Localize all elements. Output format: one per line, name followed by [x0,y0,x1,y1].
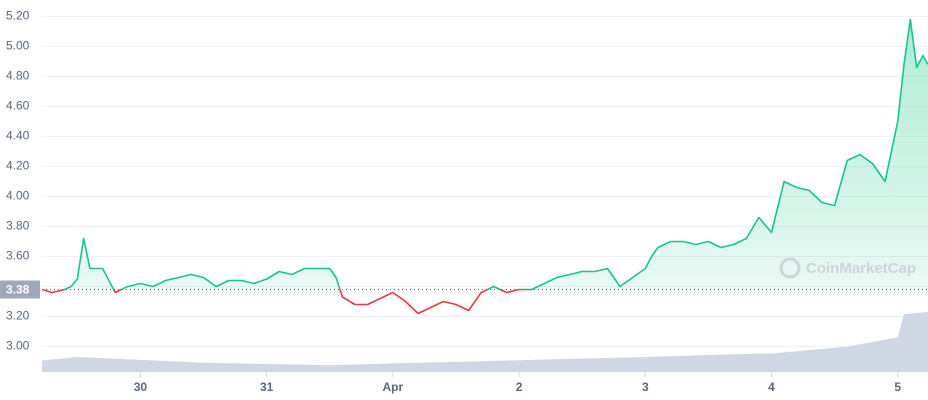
y-tick-label: 4.40 [6,129,30,143]
y-tick-label: 4.60 [6,99,30,113]
y-tick-label: 3.80 [6,219,30,233]
baseline-label: 3.38 [6,283,30,297]
y-tick-label: 5.00 [6,39,30,53]
watermark-text: CoinMarketCap [806,260,916,277]
volume-area [42,312,928,372]
y-tick-label: 4.20 [6,159,30,173]
y-tick-label: 4.80 [6,69,30,83]
y-tick-label: 3.60 [6,249,30,263]
x-tick-label: Apr [383,380,404,394]
price-area [42,19,928,290]
baseline-badge [0,280,40,299]
y-tick-label: 3.20 [6,309,30,323]
x-tick-label: 31 [260,380,274,394]
y-tick-label: 3.00 [6,339,30,353]
x-tick-label: 4 [768,380,775,394]
watermark: CoinMarketCap [779,257,916,279]
price-line [41,18,928,315]
x-tick-label: 2 [516,380,523,394]
x-tick-label: 5 [894,380,901,394]
y-tick-label: 5.20 [6,9,30,23]
x-tick-label: 3 [642,380,649,394]
x-tick-label: 30 [134,380,148,394]
y-tick-label: 4.00 [6,189,30,203]
